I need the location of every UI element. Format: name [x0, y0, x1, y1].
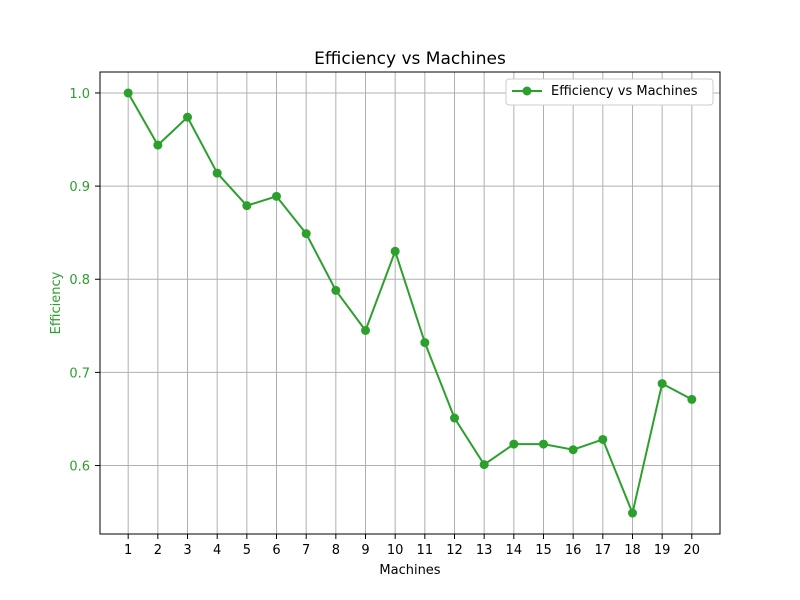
x-ticks: 1 2 3 4 5 6 7 8 9 10 11 12 13 14 15 16 17 18 19 20: [124, 534, 700, 558]
data-point: [390, 246, 400, 256]
x-tick-label: 15: [535, 543, 552, 558]
y-ticks: 0.6 0.7 0.8 0.9 1.0: [69, 87, 100, 475]
x-tick-label: 7: [302, 543, 310, 558]
data-point: [272, 191, 282, 201]
data-point: [420, 338, 430, 348]
y-tick-label: 1.0: [69, 87, 90, 102]
plot-frame: [99, 71, 721, 535]
series-layer: [123, 88, 697, 518]
y-tick-label: 0.7: [69, 366, 90, 381]
legend-label: Efficiency vs Machines: [551, 84, 698, 99]
data-point: [449, 413, 459, 423]
series-line: [127, 92, 693, 515]
x-tick-label: 6: [272, 543, 280, 558]
data-point: [509, 439, 519, 449]
x-tick-label: 5: [243, 543, 251, 558]
legend-marker: [522, 86, 532, 96]
data-point: [687, 394, 697, 404]
data-point: [627, 508, 637, 518]
x-tick-label: 3: [183, 543, 191, 558]
data-point: [301, 229, 311, 239]
data-point: [183, 112, 193, 122]
data-point: [538, 439, 548, 449]
data-point: [153, 140, 163, 150]
x-axis-label: Machines: [379, 563, 440, 578]
x-tick-label: 16: [565, 543, 582, 558]
data-point: [598, 434, 608, 444]
data-point: [568, 445, 578, 455]
x-tick-label: 12: [446, 543, 463, 558]
data-point: [479, 460, 489, 470]
data-point: [212, 168, 222, 178]
axes-frame: [99, 71, 721, 535]
grid: [100, 72, 720, 534]
x-tick-label: 18: [624, 543, 641, 558]
y-axis-label: Efficiency: [49, 271, 64, 334]
x-tick-label: 20: [684, 543, 701, 558]
y-tick-label: 0.8: [69, 273, 90, 288]
x-tick-label: 4: [213, 543, 221, 558]
x-tick-label: 2: [154, 543, 162, 558]
chart-title: Efficiency vs Machines: [314, 49, 506, 69]
x-tick-label: 9: [361, 543, 369, 558]
x-tick-label: 13: [476, 543, 493, 558]
data-point: [657, 379, 667, 389]
x-tick-label: 1: [124, 543, 132, 558]
x-tick-label: 17: [595, 543, 612, 558]
data-point: [123, 88, 133, 98]
x-tick-label: 14: [506, 543, 523, 558]
data-point: [361, 325, 371, 335]
x-tick-label: 10: [387, 543, 404, 558]
x-tick-label: 8: [332, 543, 340, 558]
legend: Efficiency vs Machines: [505, 78, 714, 106]
legend-box: [505, 78, 714, 106]
y-tick-label: 0.9: [69, 180, 90, 195]
data-point: [331, 285, 341, 295]
x-tick-label: 11: [417, 543, 434, 558]
data-point: [242, 201, 252, 211]
x-tick-label: 19: [654, 543, 671, 558]
y-tick-label: 0.6: [69, 460, 90, 475]
